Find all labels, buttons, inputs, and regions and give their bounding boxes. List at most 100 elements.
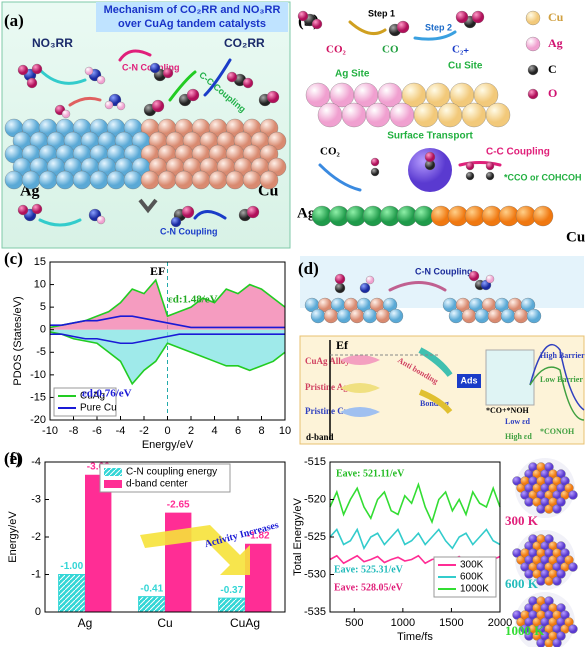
legend-swatch bbox=[104, 480, 122, 488]
y-tick-label: 0 bbox=[35, 606, 41, 618]
x-tick-label: 8 bbox=[258, 425, 264, 437]
ads-box bbox=[457, 374, 481, 388]
atom bbox=[564, 483, 574, 493]
x-tick-label: -6 bbox=[92, 425, 102, 437]
atom bbox=[520, 297, 536, 313]
atom bbox=[72, 170, 92, 190]
bar bbox=[85, 474, 112, 612]
y-tick-label: -515 bbox=[304, 456, 326, 468]
molecule-label: CO₂ bbox=[320, 146, 341, 158]
annotation: εd:1.48/eV bbox=[168, 294, 218, 306]
atom bbox=[413, 102, 439, 128]
atom bbox=[568, 490, 578, 500]
legend-label: 1000K bbox=[460, 584, 489, 595]
product-label: *CCO or COHCOH bbox=[504, 172, 582, 182]
arrow bbox=[68, 96, 102, 107]
orbital-label: Bonding bbox=[420, 399, 449, 408]
annotation: 300 K bbox=[505, 513, 539, 528]
reaction-label: NO₃RR bbox=[32, 36, 73, 50]
atom bbox=[468, 270, 480, 282]
process-label: C-C Coupling bbox=[486, 147, 550, 158]
arrow bbox=[318, 163, 362, 192]
atom bbox=[564, 617, 574, 627]
bar bbox=[58, 574, 86, 613]
value-label: -0.37 bbox=[220, 585, 243, 596]
atom bbox=[104, 100, 114, 110]
atom bbox=[17, 204, 29, 216]
atom bbox=[525, 10, 541, 26]
atom bbox=[151, 99, 165, 113]
metal-label: Cu bbox=[566, 229, 585, 245]
legend-label: High εd bbox=[505, 432, 532, 441]
value-label: -1.82 bbox=[247, 530, 270, 541]
panel-label: (a) bbox=[4, 11, 24, 30]
x-tick-label: 6 bbox=[235, 425, 241, 437]
line bbox=[50, 333, 285, 345]
state-label: *CO+*NOH bbox=[486, 406, 530, 415]
molecule-label: CO₂ bbox=[326, 44, 347, 56]
atom bbox=[17, 64, 29, 76]
atom bbox=[527, 64, 539, 76]
arrow bbox=[458, 161, 502, 167]
atom bbox=[552, 504, 562, 514]
atom bbox=[556, 541, 566, 551]
atom bbox=[186, 88, 200, 102]
annotation: 1000 K bbox=[505, 623, 545, 638]
x-axis-label: Time/fs bbox=[397, 631, 433, 643]
atom bbox=[311, 18, 323, 30]
energy-profile bbox=[529, 366, 585, 421]
x-tick-label: CuAg bbox=[230, 616, 260, 630]
x-tick-label: 1000 bbox=[391, 617, 415, 629]
atom bbox=[485, 102, 511, 128]
y-tick-label: -4 bbox=[31, 456, 41, 468]
atom bbox=[524, 497, 534, 507]
atom bbox=[461, 102, 487, 128]
site-label: Ag Site bbox=[335, 69, 370, 80]
atom bbox=[226, 71, 238, 83]
atom bbox=[382, 297, 398, 313]
atom bbox=[341, 102, 367, 128]
band-label: d-band bbox=[306, 432, 334, 442]
atom bbox=[556, 603, 566, 613]
legend-label: Cu bbox=[548, 10, 564, 24]
atom bbox=[26, 77, 38, 89]
atom bbox=[455, 10, 469, 24]
y-tick-label: -20 bbox=[30, 414, 46, 426]
legend-label: O bbox=[548, 86, 557, 100]
atom bbox=[140, 170, 160, 190]
atom bbox=[96, 75, 106, 85]
bar bbox=[218, 597, 246, 613]
atom bbox=[181, 205, 195, 219]
value-label: -1.00 bbox=[60, 561, 83, 572]
axis-label: Ef bbox=[336, 338, 349, 352]
atom bbox=[336, 308, 352, 324]
atom bbox=[31, 203, 43, 215]
x-tick-label: 2 bbox=[188, 425, 194, 437]
panel-a-title: Mechanism of CO₂RR and NO₃RR bbox=[104, 4, 281, 16]
atom bbox=[359, 282, 371, 294]
atom bbox=[266, 90, 280, 104]
band bbox=[418, 347, 453, 377]
y-tick-label: -530 bbox=[304, 568, 326, 580]
y-tick-label: -1 bbox=[31, 568, 41, 580]
band-label: Pristine Ag bbox=[305, 382, 348, 392]
panel-label: (e) bbox=[4, 449, 23, 468]
trend-arrow bbox=[140, 525, 250, 575]
atom bbox=[116, 101, 126, 111]
step-label: Step 2 bbox=[425, 22, 452, 32]
reaction-label: CO₂RR bbox=[224, 36, 265, 50]
band bbox=[340, 383, 380, 393]
atom bbox=[61, 109, 71, 119]
y-axis-label: Energy/eV bbox=[7, 511, 19, 563]
arrow bbox=[138, 198, 158, 214]
atom bbox=[362, 308, 378, 324]
atom bbox=[568, 624, 578, 634]
arrow bbox=[168, 70, 197, 102]
atom bbox=[389, 102, 415, 128]
arrow bbox=[38, 218, 82, 227]
barrier-label: High Barrier bbox=[540, 351, 585, 360]
legend-label: 600K bbox=[460, 572, 484, 583]
legend-label: d-band center bbox=[126, 479, 188, 490]
y-tick-label: 10 bbox=[34, 278, 46, 290]
y-tick-label: -520 bbox=[304, 493, 326, 505]
